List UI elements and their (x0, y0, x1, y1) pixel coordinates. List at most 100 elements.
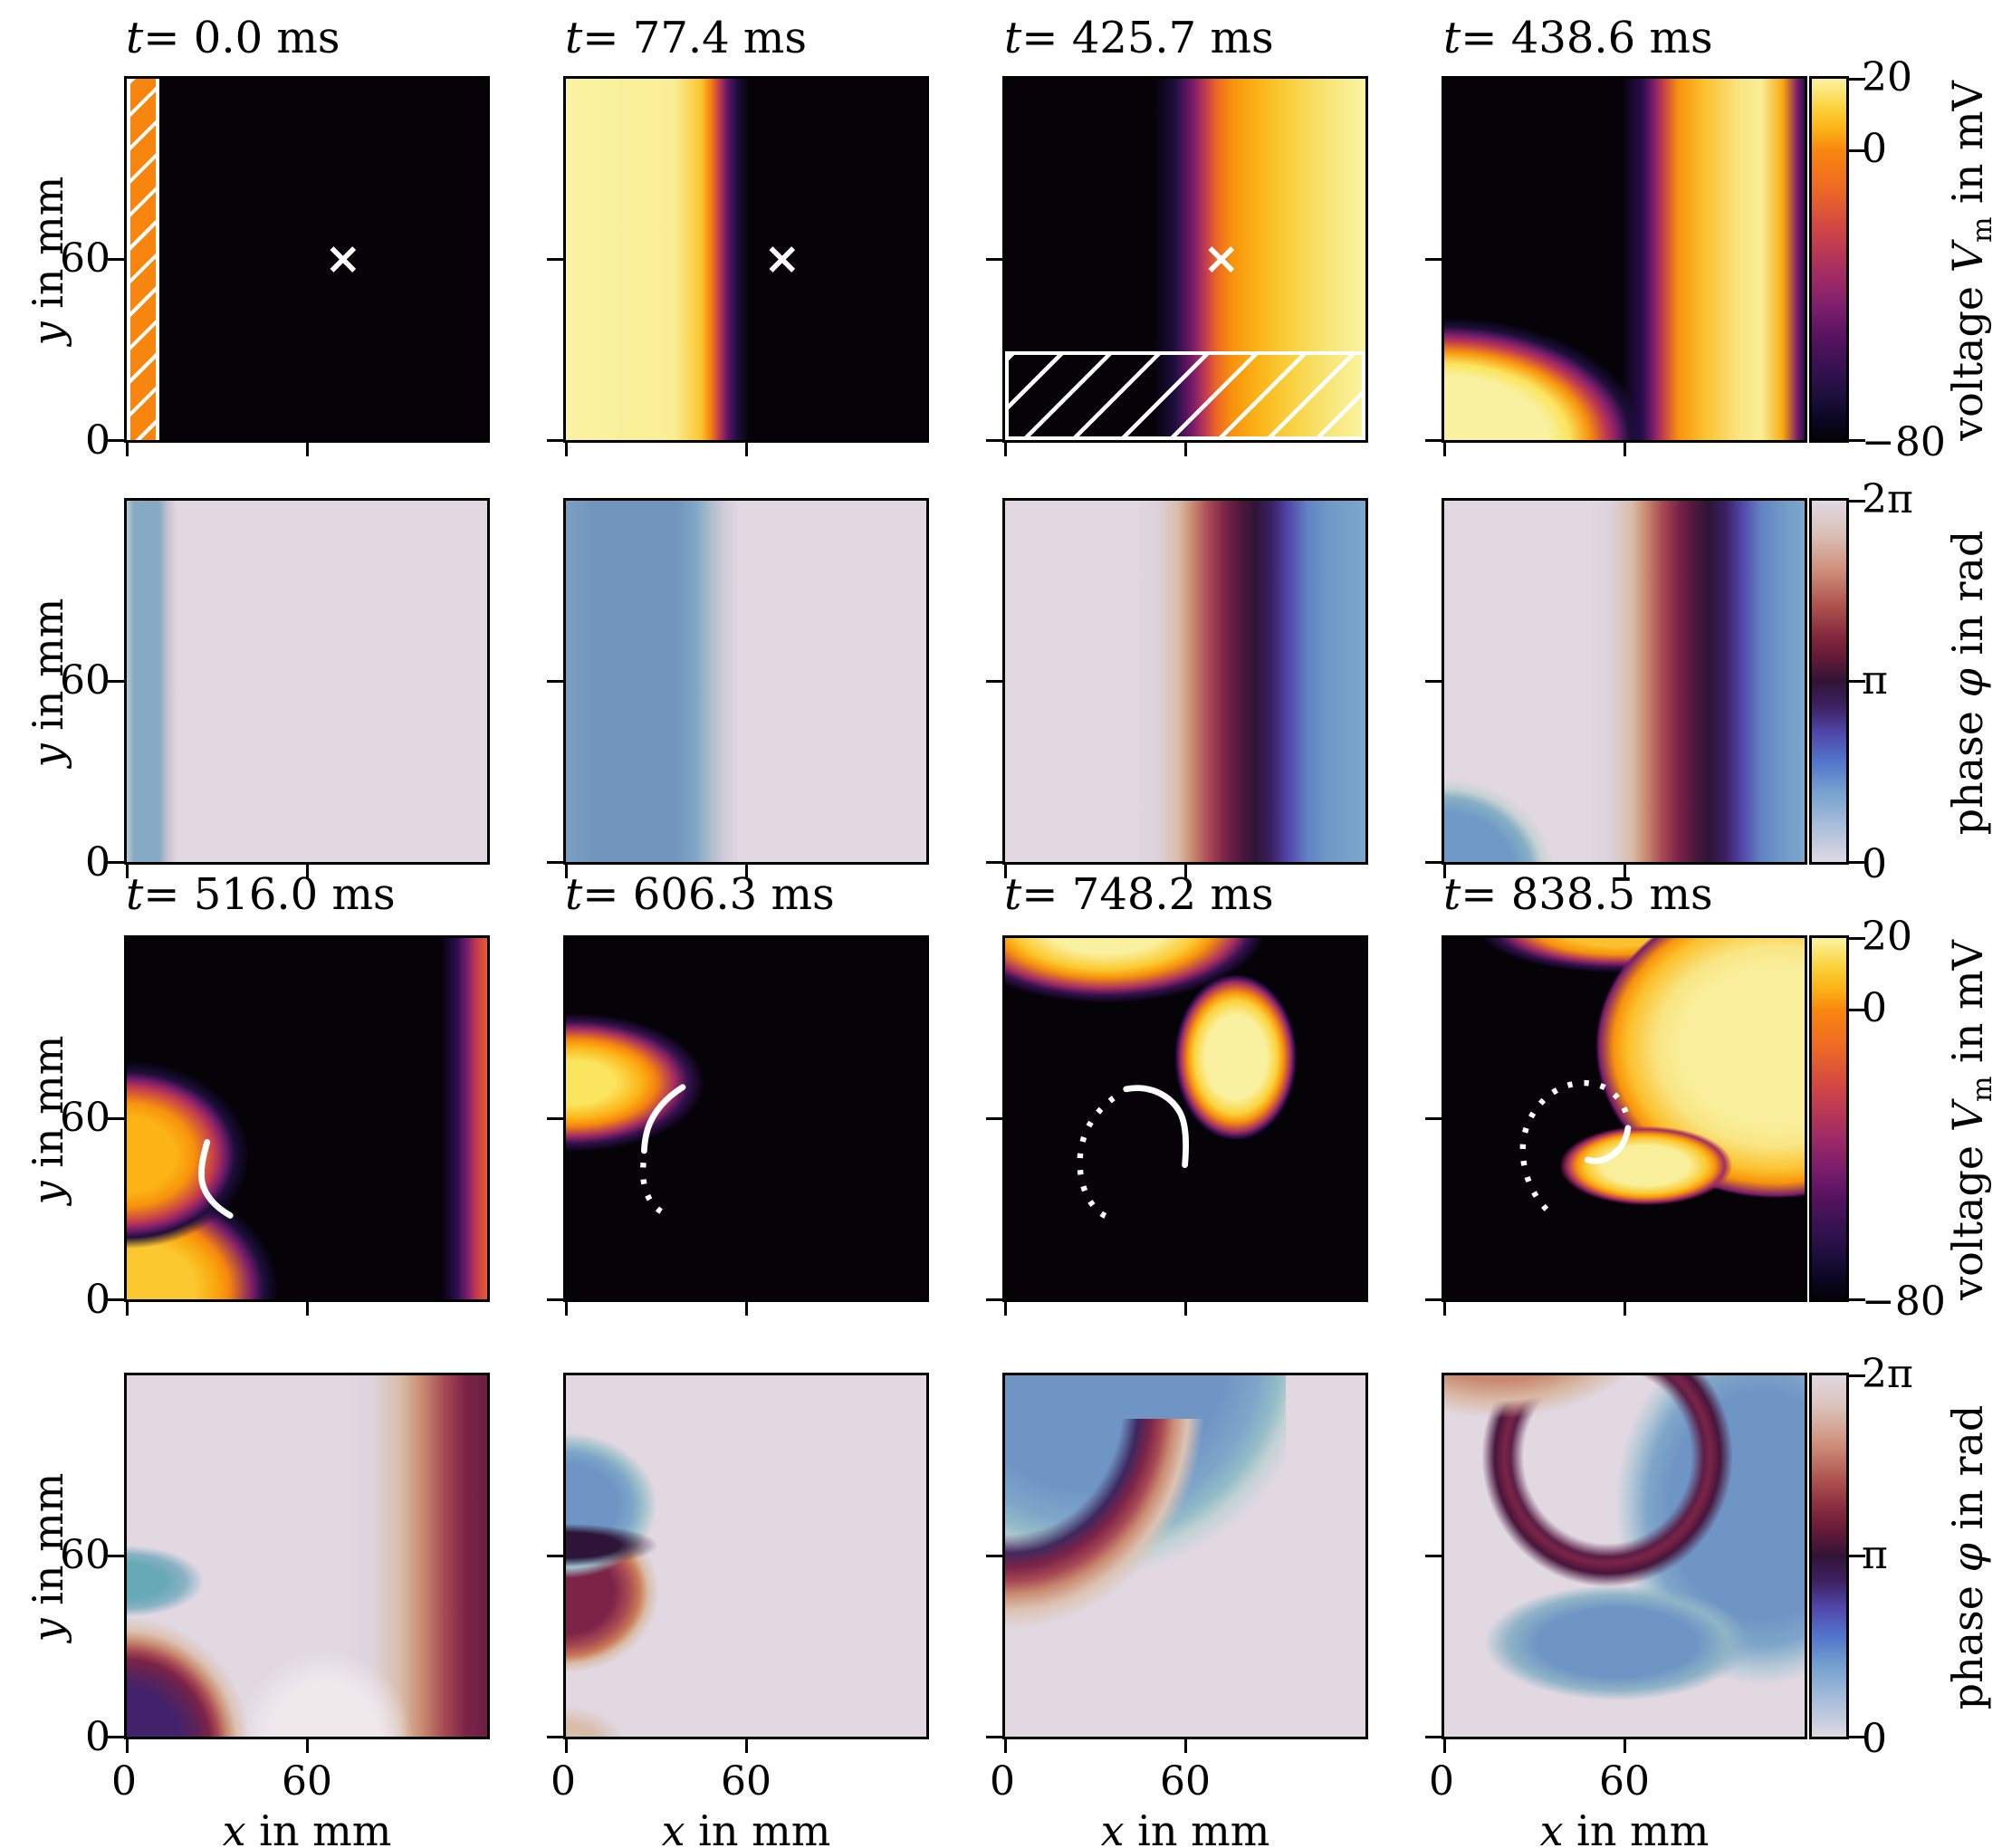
axis-tick (305, 440, 309, 456)
axis-tick (547, 258, 563, 261)
heatmap-voltage-t425.7ms (986, 76, 1368, 456)
colorbar-tick (1849, 1009, 1865, 1012)
axis-tick (564, 862, 568, 878)
colorbar-tick (1849, 438, 1865, 442)
axis-tick (1183, 440, 1187, 456)
axis-tick (1442, 440, 1446, 456)
spiral-tip-trajectory-recent (1585, 1125, 1632, 1164)
axis-tick (547, 1735, 563, 1738)
spiral-tip-trajectory-recent (1123, 1085, 1190, 1168)
axis-tick (1425, 438, 1442, 442)
cross-marker (330, 246, 357, 273)
phase-wavefront-arc (1005, 1418, 1221, 1737)
heatmap-phase-t516.0ms (108, 1373, 490, 1753)
axis-tick (744, 1737, 748, 1753)
annotation-overlay (1077, 1085, 1190, 1221)
heatmap-voltage-t606.3ms (547, 935, 929, 1316)
colorbar-tick-label: 2π (1862, 1351, 1913, 1397)
axis-tick (125, 1299, 129, 1316)
axis-tick (108, 1297, 124, 1301)
colorbar-tick-label: 0 (1862, 841, 1887, 887)
colorbar-tick (1849, 1735, 1865, 1738)
colorbar-tick-label: 0 (1862, 126, 1887, 172)
axis-tick (108, 860, 124, 864)
colorbar-tick (1849, 680, 1865, 683)
colorbar-tick (1849, 149, 1865, 153)
voltage-colorbar (1809, 76, 1865, 443)
cross-marker (769, 246, 796, 273)
y-tick-label: 0 (85, 1714, 110, 1760)
cross-marker (1208, 246, 1235, 273)
axis-tick (986, 438, 1002, 442)
x-axis-label: x in mm (222, 1806, 392, 1848)
colorbar-tick (1849, 499, 1865, 503)
heatmap-phase-t77.4ms (547, 498, 929, 878)
colorbar-tick-label: −80 (1862, 1278, 1946, 1325)
axis-tick (1183, 1299, 1187, 1316)
x-tick-label: 60 (721, 1758, 771, 1805)
axis-tick (1425, 1735, 1442, 1738)
axis-tick (125, 1737, 129, 1753)
phase-recovering-region (1444, 1375, 1624, 1470)
annotation-overlay (198, 1139, 234, 1219)
y-tick-label: 60 (60, 235, 110, 282)
axis-tick (1623, 1299, 1626, 1316)
axis-tick (547, 860, 563, 864)
axis-tick (1442, 1737, 1446, 1753)
colorbar-tick-label: −80 (1862, 419, 1946, 465)
spiral-tip-trajectory-older (639, 1162, 667, 1217)
axis-tick (1425, 860, 1442, 864)
colorbar-tick-label: 0 (1862, 1716, 1887, 1762)
axis-tick (547, 680, 563, 683)
axis-tick (1623, 440, 1626, 456)
x-tick-label: 0 (551, 1758, 576, 1805)
axis-tick (305, 862, 309, 878)
colorbar-tick (1849, 1555, 1865, 1557)
panel-title: t= 838.5 ms (1443, 869, 1713, 920)
axis-tick (108, 1117, 124, 1120)
panel-title: t= 748.2 ms (1004, 869, 1274, 920)
colorbar-tick-label: 2π (1862, 476, 1913, 522)
axis-tick (564, 440, 568, 456)
axis-tick (1003, 1737, 1007, 1753)
annotation-overlay (769, 246, 796, 273)
colorbar-tick (1849, 1297, 1865, 1301)
axis-tick (1183, 862, 1187, 878)
annotation-overlay (1208, 246, 1235, 273)
spiral-tip-trajectory-recent (640, 1084, 686, 1154)
axis-tick (986, 860, 1002, 864)
colorbar-tick (1849, 1374, 1865, 1377)
axis-tick (305, 1299, 309, 1316)
colorbar-tick (1849, 936, 1865, 940)
axis-tick (744, 440, 748, 456)
x-tick-label: 0 (1429, 1758, 1454, 1805)
colorbar-tick (1849, 77, 1865, 81)
colorbar-tick-label: 20 (1862, 914, 1912, 960)
y-tick-label: 60 (60, 1095, 110, 1141)
panel-title: t= 606.3 ms (565, 869, 835, 920)
panel-title: t= 77.4 ms (565, 13, 808, 63)
colorbar-tick-label: 20 (1862, 54, 1912, 101)
axis-tick (986, 1297, 1002, 1301)
axis-tick (108, 680, 124, 683)
annotation-overlay (1519, 1079, 1632, 1217)
heatmap-phase-t425.7ms (986, 498, 1368, 878)
heatmap-voltage-t438.6ms (1425, 76, 1807, 456)
axis-tick (1425, 1297, 1442, 1301)
s1-stimulus-hatched-region (127, 79, 159, 440)
panel-title: t= 438.6 ms (1443, 13, 1713, 63)
panel-title: t= 0.0 ms (126, 13, 340, 63)
x-tick-label: 60 (282, 1758, 332, 1805)
annotation-overlay (330, 246, 357, 273)
colorbar-tick (1849, 860, 1865, 864)
colorbar-tick-label: π (1862, 1532, 1888, 1578)
axis-tick (547, 1117, 563, 1120)
x-axis-label: x in mm (1539, 1806, 1710, 1848)
axis-tick (1425, 1555, 1442, 1557)
axis-tick (1003, 1299, 1007, 1316)
axis-tick (1425, 258, 1442, 261)
axis-tick (564, 1737, 568, 1753)
heatmap-voltage-t748.2ms (986, 935, 1368, 1316)
heatmap-phase-t0.0ms (108, 498, 490, 878)
